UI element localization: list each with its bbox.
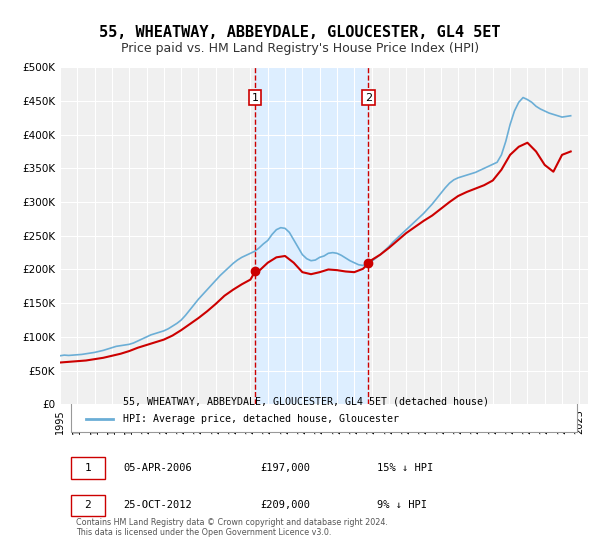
Text: £209,000: £209,000 (260, 501, 311, 511)
FancyBboxPatch shape (71, 457, 105, 479)
Text: 9% ↓ HPI: 9% ↓ HPI (377, 501, 427, 511)
FancyBboxPatch shape (71, 389, 577, 432)
Text: Price paid vs. HM Land Registry's House Price Index (HPI): Price paid vs. HM Land Registry's House … (121, 42, 479, 55)
Text: 25-OCT-2012: 25-OCT-2012 (124, 501, 192, 511)
Text: 05-APR-2006: 05-APR-2006 (124, 463, 192, 473)
Text: £197,000: £197,000 (260, 463, 311, 473)
Text: 55, WHEATWAY, ABBEYDALE, GLOUCESTER, GL4 5ET: 55, WHEATWAY, ABBEYDALE, GLOUCESTER, GL4… (99, 25, 501, 40)
Text: 1: 1 (251, 92, 259, 102)
Text: Contains HM Land Registry data © Crown copyright and database right 2024.
This d: Contains HM Land Registry data © Crown c… (76, 518, 388, 537)
Bar (255, 67, 368, 404)
Text: 2: 2 (365, 92, 372, 102)
Text: 55, WHEATWAY, ABBEYDALE, GLOUCESTER, GL4 5ET (detached house): 55, WHEATWAY, ABBEYDALE, GLOUCESTER, GL4… (124, 396, 490, 406)
Text: HPI: Average price, detached house, Gloucester: HPI: Average price, detached house, Glou… (124, 414, 400, 424)
Text: 15% ↓ HPI: 15% ↓ HPI (377, 463, 433, 473)
Text: 2: 2 (85, 501, 91, 511)
FancyBboxPatch shape (71, 494, 105, 516)
Text: 1: 1 (85, 463, 91, 473)
